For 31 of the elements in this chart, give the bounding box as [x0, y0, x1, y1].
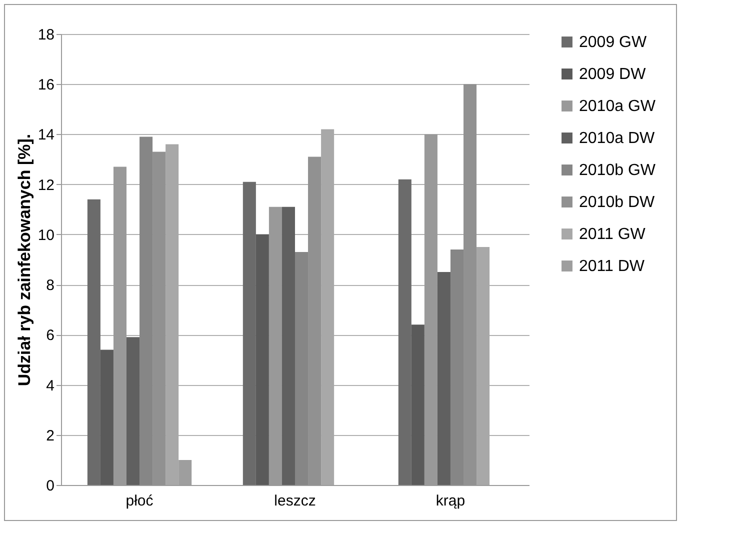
y-axis-title: Udział ryb zainfekowanych [%].	[14, 134, 34, 386]
y-tick-label: 8	[46, 277, 54, 294]
y-tick-label: 18	[38, 26, 54, 44]
y-tick-label: 2	[46, 427, 54, 444]
y-tick-label: 6	[46, 327, 54, 344]
y-tick-label: 0	[46, 478, 54, 494]
bar	[87, 199, 100, 485]
legend-label: 2010a GW	[579, 98, 656, 115]
bar	[126, 337, 140, 485]
y-tick-label: 12	[38, 176, 54, 194]
legend-label: 2009 DW	[579, 66, 647, 83]
bar	[242, 182, 256, 485]
bar	[398, 179, 412, 485]
bar	[411, 324, 424, 485]
x-tick-label: krąp	[436, 492, 466, 510]
legend-label: 2009 GW	[579, 34, 648, 51]
legend-label: 2010b DW	[579, 194, 656, 211]
y-tick-label: 10	[38, 226, 54, 244]
bar	[256, 234, 269, 485]
y-tick-label: 14	[38, 126, 54, 144]
legend-label: 2010a DW	[579, 130, 656, 147]
bar	[100, 350, 114, 485]
legend-label: 2010b GW	[579, 162, 656, 179]
bar	[282, 206, 295, 485]
x-tick-label: leszcz	[274, 492, 316, 510]
legend-label: 2011 GW	[579, 226, 646, 243]
legend-label: 2011 DW	[579, 258, 646, 275]
y-tick-label: 16	[38, 76, 54, 94]
bar	[437, 272, 450, 485]
y-tick-label: 4	[46, 377, 54, 394]
x-tick-label: płoć	[126, 492, 154, 510]
